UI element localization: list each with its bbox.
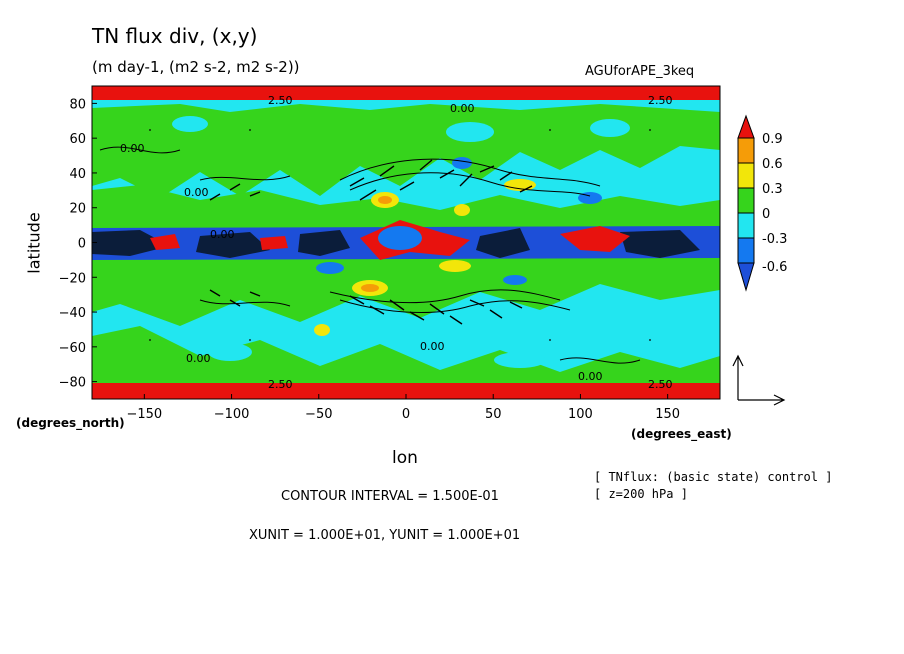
y-tick-label: 0 [78, 237, 86, 252]
contour-label: 0.00 [578, 370, 603, 383]
colorbar: 0.9 0.6 0.3 0 -0.3 -0.6 [737, 114, 787, 292]
contour-label: 2.50 [648, 94, 673, 107]
x-unit-label: (degrees_east) [631, 427, 732, 441]
map-field: 2.50 2.50 2.50 2.50 0.00 0.00 0.00 0.00 … [92, 86, 720, 399]
polar-band-south [92, 383, 720, 399]
colorbar-label: -0.3 [762, 232, 787, 247]
positive-anomaly-south [314, 324, 330, 336]
positive-anomaly-north [454, 204, 470, 216]
x-tick-label: −150 [126, 407, 162, 422]
negative-anomaly-south [503, 275, 527, 285]
y-tick-label: 80 [69, 97, 86, 112]
chart-subtitle: (m day-1, (m2 s-2, m2 s-2)) [92, 58, 300, 76]
reference-vector-x [738, 394, 786, 406]
green-region-north-2 [92, 185, 720, 222]
contour-label: 0.00 [420, 340, 445, 353]
equatorial-blue-cell [316, 262, 344, 274]
equatorial-yellow-cell [439, 260, 471, 272]
positive-anomaly-north [378, 196, 392, 204]
x-tick-label: −100 [214, 407, 250, 422]
vector-units: XUNIT = 1.000E+01, YUNIT = 1.000E+01 [249, 528, 521, 543]
cyan-patch [446, 122, 494, 142]
contour-label: 2.50 [268, 378, 293, 391]
vector-arrows [209, 159, 533, 325]
x-axis-ticks: −150 −100 −50 0 50 100 150 [126, 394, 680, 422]
x-tick-label: 50 [485, 407, 502, 422]
contour-label: 0.00 [184, 186, 209, 199]
cyan-patch [590, 119, 630, 137]
colorbar-swatch [737, 162, 755, 189]
green-region-south-2 [92, 326, 720, 383]
contour-interval: CONTOUR INTERVAL = 1.500E-01 [281, 489, 499, 504]
x-tick-label: 150 [655, 407, 680, 422]
vector-dots [149, 129, 651, 341]
colorbar-swatch [737, 237, 755, 264]
y-tick-label: −80 [59, 376, 86, 391]
colorbar-label: 0.9 [762, 132, 783, 147]
note-line-1: [ TNflux: (basic state) control ] [594, 470, 833, 484]
polar-band-north [92, 86, 720, 100]
colorbar-swatch [737, 187, 755, 214]
contour-label: 2.50 [268, 94, 293, 107]
y-tick-label: −40 [59, 306, 86, 321]
x-tick-label: 100 [568, 407, 593, 422]
green-region-south [92, 262, 720, 326]
cyan-patch [208, 343, 252, 361]
reference-vector-y [732, 354, 744, 400]
reference-vector [732, 354, 786, 406]
cyan-patch [172, 116, 208, 132]
equatorial-blue-swirl [378, 226, 422, 250]
y-tick-label: 20 [69, 202, 86, 217]
colorbar-swatch [737, 212, 755, 239]
x-tick-label: 0 [402, 407, 410, 422]
green-region-north [92, 104, 720, 198]
y-tick-label: 40 [69, 167, 86, 182]
y-tick-label: −20 [59, 271, 86, 286]
y-unit-label: (degrees_north) [16, 416, 125, 430]
colorbar-label: 0.3 [762, 182, 783, 197]
contour-lines [99, 146, 641, 364]
y-tick-label: 60 [69, 132, 86, 147]
note-line-2: [ z=200 hPa ] [594, 487, 688, 501]
contour-label: 0.00 [210, 228, 235, 241]
contour-labels: 2.50 2.50 2.50 2.50 0.00 0.00 0.00 0.00 … [120, 94, 673, 391]
colorbar-swatch [737, 137, 755, 164]
contour-label: 0.00 [186, 352, 211, 365]
chart-title: TN flux div, (x,y) [92, 24, 258, 48]
x-axis-label: lon [392, 448, 418, 468]
contour-label: 2.50 [648, 378, 673, 391]
positive-anomaly-south [361, 284, 379, 292]
y-axis-label: latitude [24, 212, 44, 274]
contour-label: 0.00 [450, 102, 475, 115]
colorbar-top-arrow [737, 114, 755, 139]
equatorial-dark-cells [92, 228, 700, 258]
negative-anomaly-north [452, 157, 472, 169]
y-axis-ticks: −80 −60 −40 −20 0 20 40 60 80 [59, 97, 97, 391]
y-tick-label: −60 [59, 341, 86, 356]
colorbar-label: 0 [762, 207, 770, 222]
dataset-label: AGUforAPE_3keq [585, 64, 695, 79]
x-tick-label: −50 [305, 407, 332, 422]
contour-label: 0.00 [120, 142, 145, 155]
cyan-patch [494, 352, 546, 368]
colorbar-label: 0.6 [762, 157, 783, 172]
colorbar-bottom-arrow [737, 262, 755, 292]
colorbar-label: -0.6 [762, 260, 787, 275]
